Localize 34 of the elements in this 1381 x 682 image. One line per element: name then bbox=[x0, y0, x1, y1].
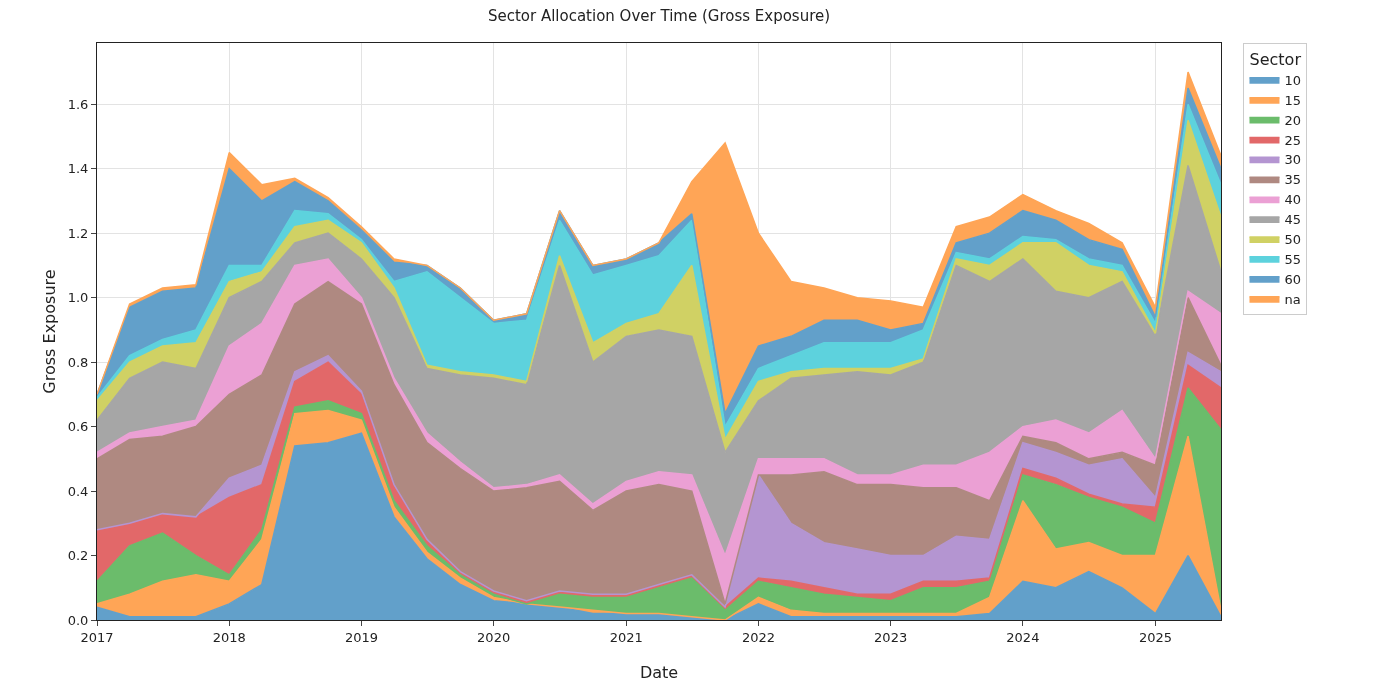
chart-title: Sector Allocation Over Time (Gross Exposure) bbox=[487, 6, 831, 25]
legend-label: 45 bbox=[1284, 212, 1302, 228]
y-tick-label: 1.2 bbox=[67, 225, 89, 241]
y-tick-label: 0.6 bbox=[67, 419, 89, 435]
y-tick-label: 0.2 bbox=[67, 548, 89, 564]
x-tick-label: 2024 bbox=[1006, 629, 1040, 645]
x-tick-label: 2021 bbox=[609, 629, 643, 645]
x-tick-label: 2019 bbox=[344, 629, 378, 645]
y-tick-label: 1.4 bbox=[67, 161, 89, 177]
legend-label: 55 bbox=[1284, 251, 1302, 267]
legend-label: 60 bbox=[1284, 271, 1302, 287]
x-tick-label: 2025 bbox=[1138, 629, 1172, 645]
legend-label: na bbox=[1284, 291, 1301, 307]
x-tick-label: 2023 bbox=[874, 629, 908, 645]
legend-label: 50 bbox=[1284, 232, 1302, 248]
x-tick-label: 2017 bbox=[80, 629, 114, 645]
y-tick-label: 1.0 bbox=[67, 290, 89, 306]
legend-label: 10 bbox=[1284, 72, 1302, 88]
legend-title: Sector bbox=[1249, 49, 1302, 69]
legend-label: 20 bbox=[1284, 112, 1302, 128]
y-axis-title: Gross Exposure bbox=[40, 269, 59, 394]
x-tick-label: 2022 bbox=[741, 629, 775, 645]
legend-label: 15 bbox=[1284, 92, 1302, 108]
legend-label: 40 bbox=[1284, 192, 1302, 208]
x-tick-label: 2018 bbox=[212, 629, 246, 645]
x-tick-label: 2020 bbox=[477, 629, 511, 645]
y-tick-label: 0.8 bbox=[67, 354, 89, 370]
legend-label: 30 bbox=[1284, 152, 1302, 168]
x-axis-title: Date bbox=[639, 663, 679, 682]
y-tick-label: 0.4 bbox=[67, 483, 89, 499]
legend-label: 35 bbox=[1284, 172, 1302, 188]
y-tick-label: 0.0 bbox=[67, 612, 89, 628]
y-tick-label: 1.6 bbox=[67, 96, 89, 112]
legend-label: 25 bbox=[1284, 132, 1302, 148]
